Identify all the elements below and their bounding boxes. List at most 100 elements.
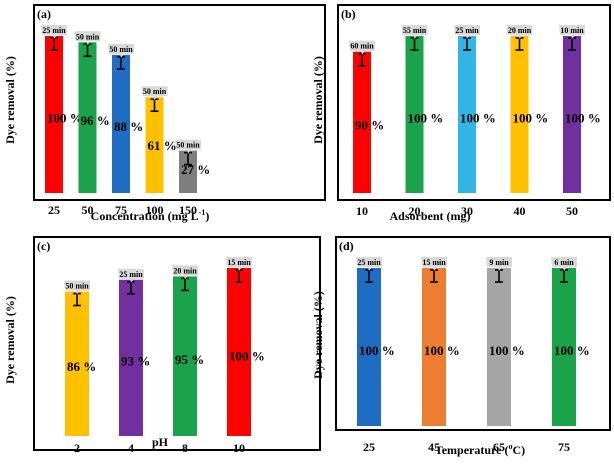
x-tick-label: 75 — [115, 203, 127, 217]
panel-frame — [335, 236, 611, 431]
time-callout: 15 min — [421, 257, 447, 271]
x-tick-label: 4 — [128, 441, 134, 455]
panel-frame — [33, 236, 321, 451]
bar — [119, 279, 143, 436]
x-axis-label: Temperature (oC) — [435, 442, 525, 457]
bar — [112, 54, 130, 194]
time-label: 50 min — [143, 87, 167, 96]
time-callout: 50 min — [175, 139, 201, 154]
time-callout: 25 min — [454, 25, 480, 39]
panel-label: (c) — [37, 239, 50, 253]
data-label: 100 % — [408, 110, 444, 125]
panel-label: (b) — [341, 7, 356, 21]
bar — [353, 51, 371, 194]
bar — [563, 36, 581, 193]
data-label: 61 % — [148, 138, 177, 153]
time-callout: 50 min — [64, 280, 90, 295]
bar — [357, 268, 381, 426]
x-tick-label: 45 — [428, 440, 440, 454]
x-axis-label: Concentration (mg L-1) — [91, 208, 210, 223]
x-tick-label: 50 — [82, 203, 94, 217]
bar — [65, 291, 89, 436]
data-label: 88 % — [114, 119, 143, 134]
x-tick-label: 40 — [514, 204, 526, 218]
data-label: 86 % — [67, 359, 96, 374]
time-label: 25 min — [357, 258, 381, 267]
time-label: 20 min — [508, 26, 532, 35]
time-label: 60 min — [350, 42, 374, 51]
panel-b: (b) Dye removal (%) Adsorbent (mg) 60 min 90… — [311, 4, 611, 223]
panel-frame — [33, 4, 326, 201]
panel-frame — [337, 4, 611, 201]
panel-d: (d) Dye removal (%) Temperature (oC) 25 min… — [311, 236, 611, 457]
time-label: 50 min — [109, 45, 133, 54]
data-label: 100 % — [460, 110, 496, 125]
time-callout: 25 min — [41, 25, 67, 39]
bar — [78, 42, 97, 193]
time-callout: 20 min — [506, 25, 533, 39]
x-tick-label: 25 — [363, 440, 375, 454]
time-label: 10 min — [560, 26, 584, 35]
time-callout: 25 min — [118, 268, 144, 283]
data-label: 96 % — [81, 113, 110, 128]
bar — [227, 268, 251, 436]
time-callout: 15 min — [226, 257, 252, 271]
data-label: 100 % — [359, 343, 395, 358]
time-label: 50 min — [65, 282, 89, 291]
time-callout: 20 min — [172, 265, 198, 280]
bar — [405, 36, 424, 193]
data-label: 95 % — [175, 352, 204, 367]
x-tick-label: 75 — [558, 440, 570, 454]
time-label: 55 min — [403, 26, 427, 35]
data-label: 27 % — [181, 162, 210, 177]
bar — [145, 97, 164, 193]
x-axis-label: Adsorbent (mg) — [390, 209, 471, 223]
data-label: 100 % — [489, 343, 525, 358]
data-label: 100 % — [424, 343, 460, 358]
time-label: 15 min — [422, 258, 446, 267]
time-label: 50 min — [176, 141, 200, 150]
time-callout: 9 min — [486, 257, 512, 271]
time-label: 50 min — [76, 32, 100, 41]
data-label: 100 % — [229, 348, 265, 363]
y-axis-label: Dye removal (%) — [311, 291, 325, 379]
x-axis-label: pH — [152, 435, 169, 449]
data-label: 93 % — [121, 354, 150, 369]
time-label: 25 min — [119, 270, 143, 279]
x-tick-label: 150 — [179, 203, 197, 217]
time-callout: 50 min — [141, 86, 168, 101]
time-label: 15 min — [227, 258, 251, 267]
x-tick-label: 20 — [409, 204, 421, 218]
bar — [487, 268, 511, 426]
y-axis-label: Dye removal (%) — [3, 56, 17, 144]
time-callout: 60 min — [349, 40, 375, 55]
y-axis-label: Dye removal (%) — [3, 296, 17, 384]
bar — [552, 268, 576, 426]
time-label: 25 min — [42, 26, 66, 35]
time-callout: 10 min — [559, 25, 585, 39]
x-tick-label: 30 — [461, 204, 473, 218]
time-label: 9 min — [489, 258, 509, 267]
x-tick-label: 65 — [493, 440, 505, 454]
panel-label: (a) — [37, 7, 51, 21]
data-label: 100 % — [565, 110, 601, 125]
time-callout: 50 min — [74, 31, 101, 46]
data-label: 100 % — [513, 110, 549, 125]
x-tick-label: 10 — [233, 441, 245, 455]
bar — [510, 36, 529, 193]
time-callout: 25 min — [356, 257, 382, 271]
x-tick-label: 2 — [74, 441, 80, 455]
bar — [458, 36, 476, 193]
x-tick-label: 8 — [182, 441, 188, 455]
time-callout: 50 min — [108, 43, 134, 58]
bar — [179, 150, 197, 193]
time-label: 6 min — [554, 258, 574, 267]
panel-c: (c) Dye removal (%) pH 50 min 86 % 2 25 min 93 … — [3, 236, 321, 455]
bar — [422, 268, 446, 426]
time-label: 20 min — [173, 266, 197, 275]
x-tick-label: 10 — [356, 204, 368, 218]
x-tick-label: 100 — [146, 203, 164, 217]
time-label: 25 min — [455, 26, 479, 35]
data-label: 90 % — [355, 117, 384, 132]
